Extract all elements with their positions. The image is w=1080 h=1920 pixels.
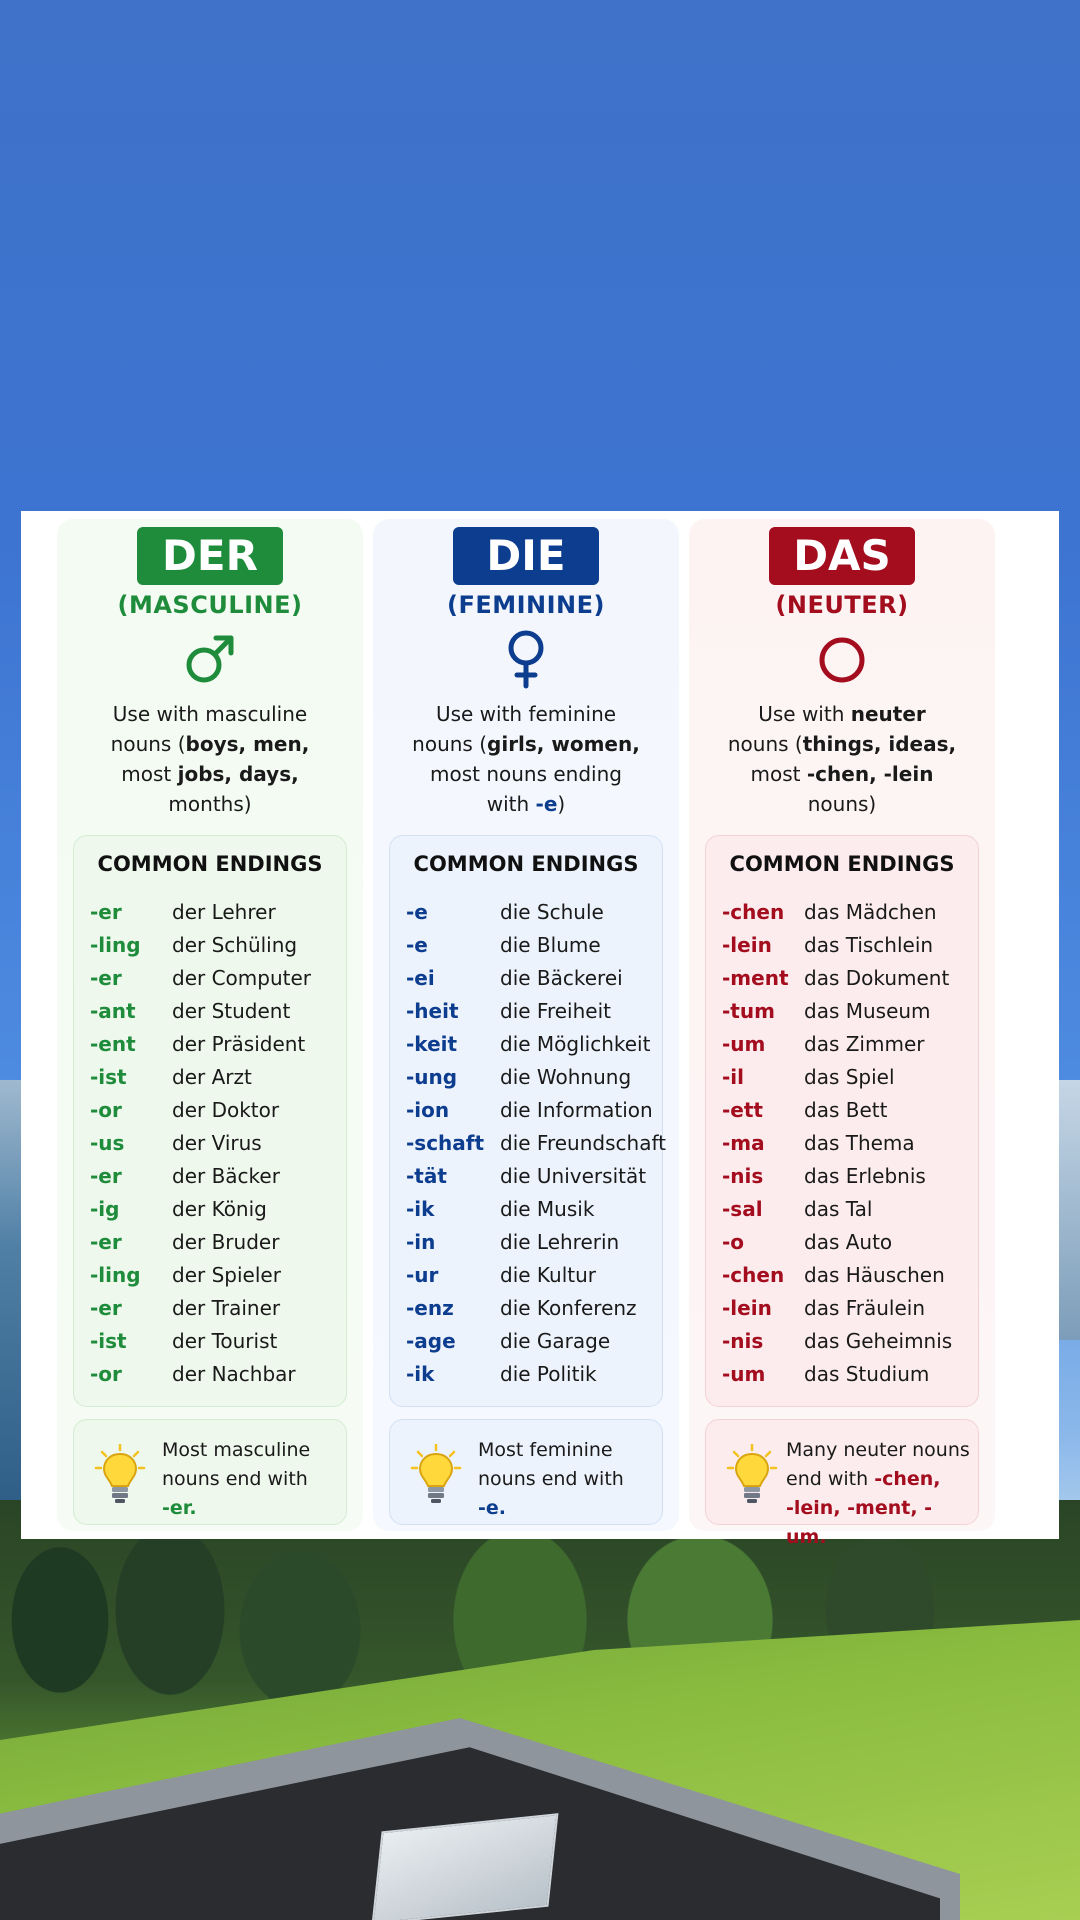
- ending-row: -nis das Erlebnis: [722, 1164, 926, 1188]
- ending-row: -o das Auto: [722, 1230, 893, 1254]
- ending-row: -lein das Fräulein: [722, 1296, 926, 1320]
- tip-text-masculine: Most masculine nouns end with -er.: [162, 1439, 311, 1519]
- ending-row: -enz die Konferenz: [406, 1296, 637, 1320]
- ending-row: -er der Bäcker: [90, 1164, 280, 1188]
- ending-row: -ling der Spieler: [90, 1263, 281, 1287]
- ending-row: -ik die Musik: [406, 1197, 595, 1221]
- endings-box-masculine: COMMON ENDINGS -er der Lehrer -ling der Sc…: [73, 835, 347, 1407]
- ending-row: -er der Lehrer: [90, 900, 276, 924]
- gender-chart-panel: DER (MASCULINE) Use with masculine nouns…: [21, 511, 1059, 1548]
- roof-skylight: [371, 1813, 559, 1920]
- gender-label-neuter: (NEUTER): [775, 591, 909, 619]
- tip-text-feminine: Most feminine nouns end with -e.: [478, 1439, 624, 1519]
- article-die: DIE: [453, 527, 599, 585]
- ending-row: -ist der Tourist: [90, 1329, 278, 1353]
- ending-row: -ma das Thema: [722, 1131, 915, 1155]
- gender-label-feminine: (FEMININE): [446, 591, 606, 619]
- ending-row: -chen das Häuschen: [722, 1263, 945, 1287]
- ending-row: -tum das Museum: [722, 999, 931, 1023]
- column-masculine: DER (MASCULINE) Use with masculine nouns…: [57, 519, 363, 1531]
- ending-row: -er der Bruder: [90, 1230, 280, 1254]
- gender-label-masculine: (MASCULINE): [117, 591, 303, 619]
- endings-title: COMMON ENDINGS: [97, 852, 323, 876]
- lightbulb-icon: [726, 1444, 778, 1503]
- endings-box-neuter: COMMON ENDINGS -chen das Mädchen -lein das…: [705, 835, 979, 1407]
- venus-icon: [508, 630, 544, 689]
- ending-row: -ion die Information: [406, 1098, 653, 1122]
- ending-row: -sal das Tal: [722, 1197, 873, 1221]
- ending-row: -ant der Student: [90, 999, 291, 1023]
- ending-row: -age die Garage: [406, 1329, 611, 1353]
- article-der: DER: [137, 527, 283, 585]
- usage-text-masculine: Use with masculine nouns (boys, men, mos…: [110, 702, 310, 816]
- article-das: DAS: [769, 527, 915, 585]
- ending-row: -or der Doktor: [90, 1098, 280, 1122]
- ending-row: -heit die Freiheit: [406, 999, 611, 1023]
- column-feminine: DIE (FEMININE) Use with feminine nouns (…: [373, 519, 679, 1531]
- lightbulb-icon: [94, 1444, 146, 1503]
- ending-row: -ist der Arzt: [90, 1065, 252, 1089]
- tip-box-masculine: Most masculine nouns end with -er.: [73, 1419, 347, 1525]
- ending-row: -ling der Schüling: [90, 933, 298, 957]
- ending-row: -us der Virus: [90, 1131, 262, 1155]
- endings-box-feminine: COMMON ENDINGS -e die Schule -e die Blume …: [389, 835, 666, 1407]
- ending-row: -um das Studium: [722, 1362, 930, 1386]
- mars-icon: [186, 635, 234, 683]
- endings-title: COMMON ENDINGS: [729, 852, 955, 876]
- tip-box-neuter: Many neuter nouns end with -chen, -lein,…: [705, 1419, 979, 1548]
- ending-row: -er der Trainer: [90, 1296, 281, 1320]
- usage-text-neuter: Use with neuter nouns (things, ideas, mo…: [727, 702, 957, 816]
- ending-row: -tät die Universität: [406, 1164, 647, 1188]
- ending-row: -in die Lehrerin: [406, 1230, 620, 1254]
- ending-row: -or der Nachbar: [90, 1362, 296, 1386]
- tip-text-neuter: Many neuter nouns end with -chen, -lein,…: [786, 1439, 970, 1548]
- ending-row: -er der Computer: [90, 966, 312, 990]
- tip-box-feminine: Most feminine nouns end with -e.: [389, 1419, 663, 1525]
- ending-row: -il das Spiel: [722, 1065, 895, 1089]
- ending-row: -ett das Bett: [722, 1098, 888, 1122]
- lightbulb-icon: [410, 1444, 462, 1503]
- ending-row: -ment das Dokument: [722, 966, 950, 990]
- ending-row: -ung die Wohnung: [406, 1065, 632, 1089]
- ending-row: -schaft die Freundschaft: [406, 1131, 666, 1155]
- ending-row: -lein das Tischlein: [722, 933, 934, 957]
- endings-title: COMMON ENDINGS: [413, 852, 639, 876]
- ending-row: -e die Blume: [406, 933, 601, 957]
- circle-icon: [819, 637, 865, 683]
- ending-row: -ig der König: [90, 1197, 267, 1221]
- ending-row: -ent der Präsident: [90, 1032, 306, 1056]
- ending-row: -nis das Geheimnis: [722, 1329, 953, 1353]
- ending-row: -ur die Kultur: [406, 1263, 597, 1287]
- ending-row: -um das Zimmer: [722, 1032, 925, 1056]
- lake-right: [1056, 1080, 1080, 1340]
- ending-row: -chen das Mädchen: [722, 900, 937, 924]
- ending-row: -ei die Bäckerei: [406, 966, 623, 990]
- ending-row: -e die Schule: [406, 900, 604, 924]
- usage-text-feminine: Use with feminine nouns (girls, women, m…: [412, 702, 640, 816]
- ending-row: -ik die Politik: [406, 1362, 597, 1386]
- ending-row: -keit die Möglichkeit: [406, 1032, 651, 1056]
- column-neuter: DAS (NEUTER) Use with neuter nouns (thin…: [689, 519, 995, 1548]
